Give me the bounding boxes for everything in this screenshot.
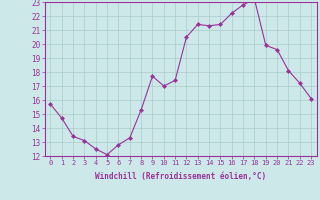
X-axis label: Windchill (Refroidissement éolien,°C): Windchill (Refroidissement éolien,°C) xyxy=(95,172,266,181)
